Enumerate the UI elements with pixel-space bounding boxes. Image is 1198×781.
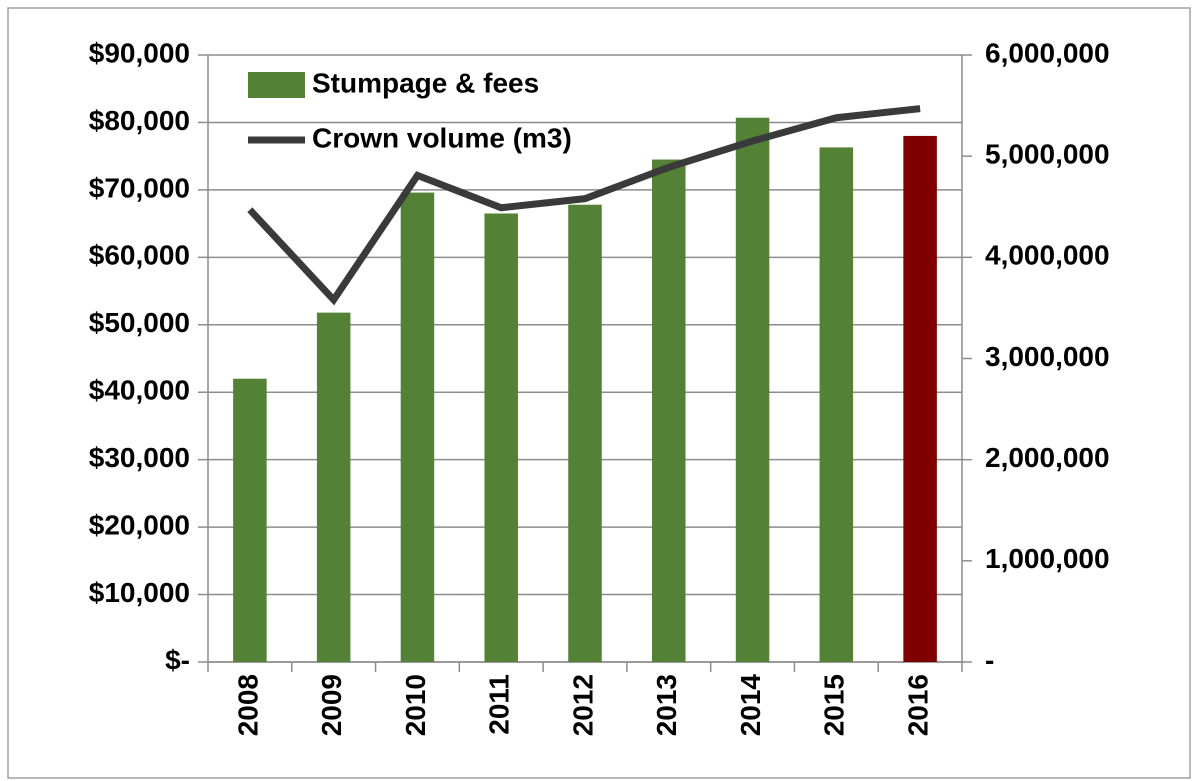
x-tick-label: 2015	[819, 674, 850, 736]
y2-tick-label: 6,000,000	[985, 37, 1110, 68]
y-tick-label: $40,000	[89, 375, 190, 406]
x-tick-label: 2008	[232, 674, 263, 736]
y-tick-label: $20,000	[89, 510, 190, 541]
y2-tick-label: 2,000,000	[985, 442, 1110, 473]
legend-swatch	[248, 72, 305, 98]
x-tick-label: 2012	[567, 674, 598, 736]
y2-tick-label: 3,000,000	[985, 341, 1110, 372]
y-tick-label: $-	[165, 644, 190, 675]
bar	[735, 117, 770, 663]
y-tick-label: $50,000	[89, 307, 190, 338]
y-tick-label: $10,000	[89, 577, 190, 608]
y-tick-label: $90,000	[89, 37, 190, 68]
y2-tick-label: -	[985, 644, 994, 675]
x-tick-label: 2009	[316, 674, 347, 736]
legend-label: Stumpage & fees	[312, 67, 539, 98]
bar	[903, 135, 937, 662]
bar	[400, 192, 435, 662]
y-tick-label: $30,000	[89, 442, 190, 473]
y-tick-label: $80,000	[89, 105, 190, 136]
bar	[652, 159, 686, 663]
bar	[819, 147, 854, 662]
y2-tick-label: 5,000,000	[985, 139, 1110, 170]
bar	[484, 213, 518, 662]
x-tick-label: 2016	[903, 674, 934, 736]
x-tick-label: 2013	[651, 674, 682, 736]
y2-tick-label: 4,000,000	[985, 240, 1110, 271]
y-tick-label: $70,000	[89, 172, 190, 203]
line	[247, 105, 921, 306]
bar	[316, 312, 351, 662]
y2-tick-label: 1,000,000	[985, 543, 1110, 574]
x-tick-label: 2014	[735, 674, 766, 737]
legend-label: Crown volume (m3)	[312, 122, 572, 153]
x-tick-label: 2011	[484, 674, 515, 735]
bar	[568, 204, 602, 662]
x-tick-label: 2010	[400, 674, 431, 736]
y-tick-label: $60,000	[89, 240, 190, 271]
bar	[233, 378, 267, 662]
chart-border	[7, 7, 1191, 779]
